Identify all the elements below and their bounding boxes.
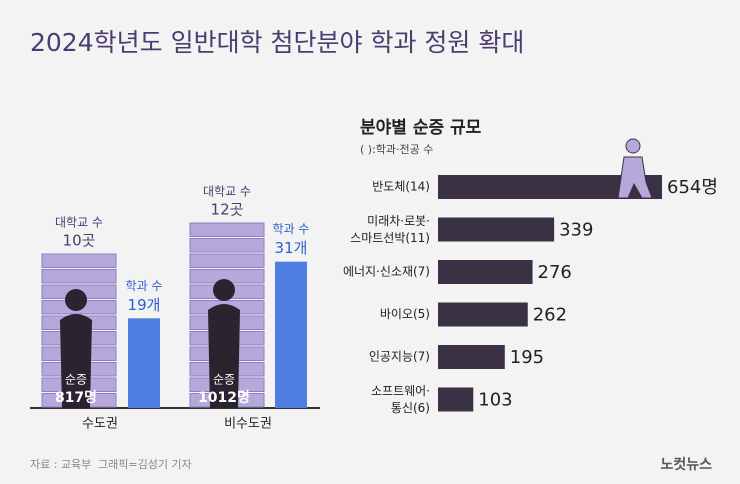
bar (438, 302, 528, 327)
chart-subtitle: ( ):학과·전공 수 (360, 143, 433, 156)
person-icon (213, 279, 235, 301)
value-label: 12곳 (211, 201, 244, 219)
bar (275, 261, 307, 408)
series-name: 학과 수 (273, 222, 310, 236)
book (189, 253, 265, 268)
person-icon (65, 289, 87, 311)
value-label: 339 (559, 220, 593, 241)
series-name: 순증 (65, 373, 87, 387)
x-category-label: 비수도권 (224, 417, 272, 432)
value-label: 262 (533, 305, 567, 326)
series-name: 학과 수 (126, 279, 163, 293)
source: 자료 : 교육부 (30, 458, 91, 471)
value-label: 654명 (667, 177, 718, 198)
value-label: 195 (510, 347, 544, 368)
y-category-label: 미래차·로봇· 스마트선박(11) (350, 214, 430, 245)
x-category-label: 수도권 (82, 417, 118, 432)
person-icon (625, 138, 641, 154)
bar (438, 217, 555, 242)
bar (438, 387, 474, 412)
bar (438, 260, 533, 284)
series-name: 순증 (213, 373, 235, 387)
y-category-label: 인공지능(7) (369, 350, 430, 364)
y-category-label: 반도체(14) (372, 180, 430, 194)
book (41, 269, 117, 284)
series-name: 대학교 수 (203, 185, 251, 199)
book (189, 222, 265, 237)
credit: 그래픽=김성기 기자 (98, 458, 192, 471)
chart-title: 분야별 순증 규모 (360, 118, 482, 138)
bar (128, 318, 160, 408)
person-icon (617, 156, 653, 199)
value-label: 19개 (128, 296, 161, 314)
value-label: 10곳 (63, 232, 96, 250)
bar (438, 345, 505, 369)
y-category-label: 소프트웨어· 통신(6) (371, 384, 430, 415)
value-label: 31개 (275, 239, 308, 257)
book (189, 238, 265, 253)
person-icon (60, 314, 92, 408)
value-label: 103 (478, 390, 512, 411)
net-increase: 1012명 (198, 389, 250, 406)
value-label: 276 (538, 262, 572, 283)
book (41, 253, 117, 268)
logo: 노컷뉴스 (660, 456, 712, 473)
series-name: 대학교 수 (55, 216, 103, 230)
net-increase: 817명 (55, 389, 97, 406)
page-title: 2024학년도 일반대학 첨단분야 학과 정원 확대 (30, 28, 524, 57)
person-icon (208, 304, 240, 408)
y-category-label: 바이오(5) (380, 307, 430, 321)
y-category-label: 에너지·신소재(7) (343, 265, 430, 279)
